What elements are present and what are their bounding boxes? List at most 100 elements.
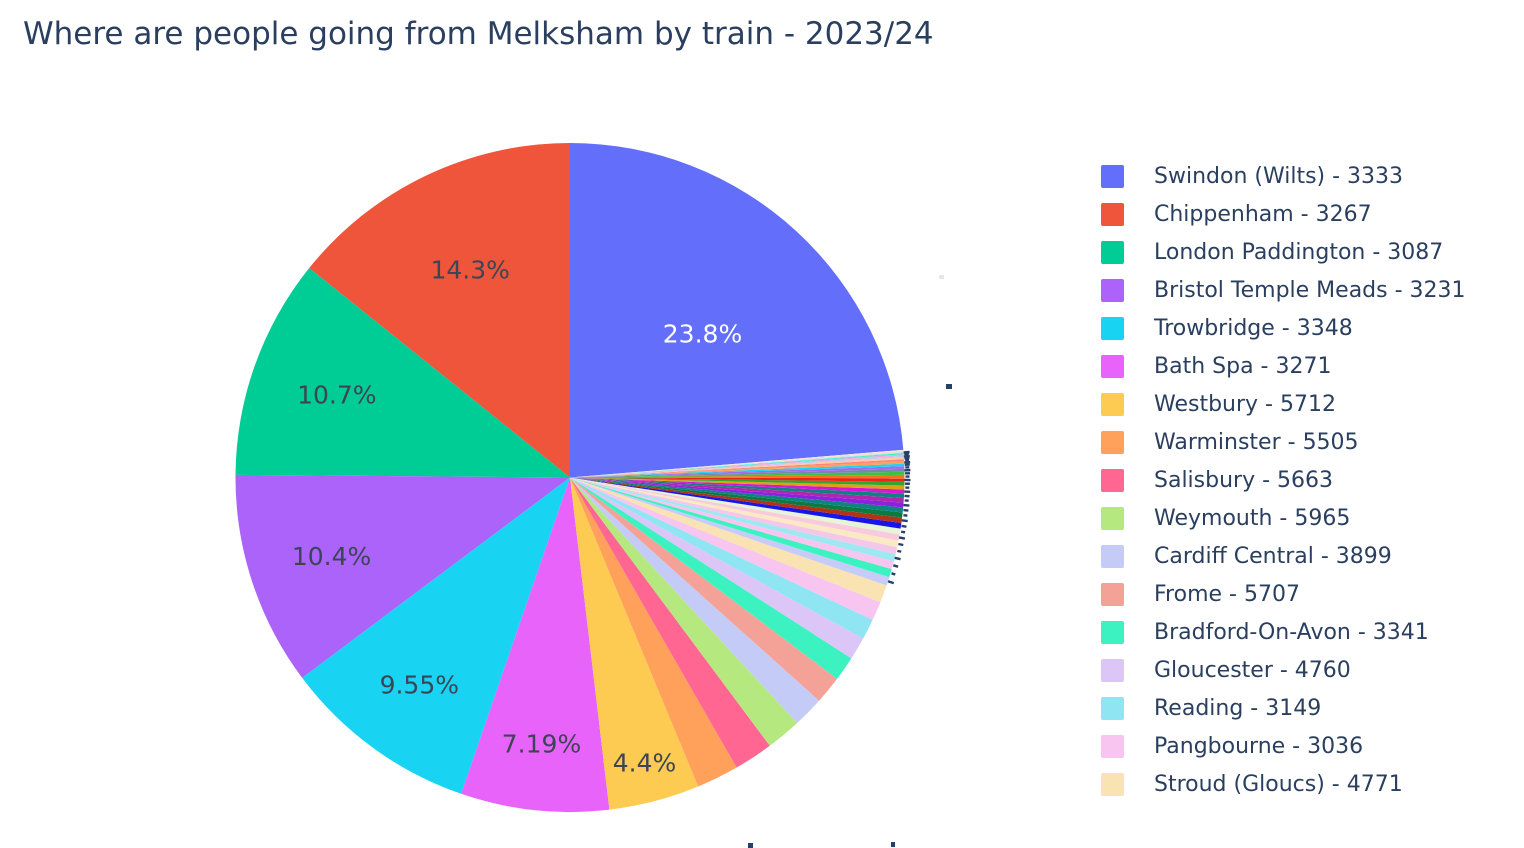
pie-slice[interactable]	[570, 477, 899, 548]
pie-slice-london-paddington[interactable]	[235, 268, 570, 478]
pie-slice[interactable]	[570, 466, 905, 478]
pie-slice[interactable]	[570, 477, 900, 541]
legend-item[interactable]: Cardiff Central - 3899	[1101, 545, 1466, 568]
pie-slice[interactable]	[570, 463, 905, 478]
legend-label: London Paddington - 3087	[1154, 240, 1444, 265]
legend-item[interactable]: Bradford-On-Avon - 3341	[1101, 621, 1466, 644]
chart-title: Where are people going from Melksham by …	[23, 16, 934, 52]
legend-swatch	[1101, 773, 1124, 796]
pie-slice[interactable]	[570, 477, 904, 508]
legend-item[interactable]: Chippenham - 3267	[1101, 203, 1466, 226]
clipped-tiny-label	[903, 508, 909, 512]
legend-item[interactable]: Pangbourne - 3036	[1101, 735, 1466, 758]
pie-slice[interactable]	[570, 454, 904, 478]
pie-slice[interactable]	[570, 477, 892, 578]
legend-item[interactable]: Stroud (Gloucs) - 4771	[1101, 773, 1466, 796]
clipped-tiny-label	[892, 564, 899, 568]
legend-item[interactable]: Bath Spa - 3271	[1101, 355, 1466, 378]
pie-slice[interactable]	[570, 477, 890, 586]
legend-item[interactable]: Swindon (Wilts) - 3333	[1101, 165, 1466, 188]
pie-slice-bradford-on-avon[interactable]	[570, 477, 852, 679]
pie-slice[interactable]	[570, 457, 904, 478]
pie-slice[interactable]	[570, 477, 905, 499]
clipped-tiny-label	[905, 486, 910, 489]
slice-percent-label: 14.3%	[430, 255, 509, 284]
pie-slice[interactable]	[570, 477, 904, 503]
pie-slice[interactable]	[570, 477, 905, 494]
pie-slice-reading[interactable]	[570, 477, 873, 639]
pie-slice-pangbourne[interactable]	[570, 477, 881, 620]
pie-slice[interactable]	[570, 451, 904, 478]
legend-item[interactable]: Warminster - 5505	[1101, 431, 1466, 454]
pie-slice-warminster[interactable]	[570, 477, 737, 787]
pie-slice[interactable]	[570, 471, 905, 478]
pie-slice-gloucester[interactable]	[570, 477, 864, 659]
legend-swatch	[1101, 621, 1124, 644]
pie-slice-stroud-gloucs-[interactable]	[570, 477, 887, 603]
pie-slice[interactable]	[570, 477, 905, 486]
pie-slice[interactable]	[570, 468, 905, 478]
clipped-tiny-label	[894, 556, 901, 561]
clipped-tiny-label	[904, 463, 910, 466]
pie-slice[interactable]	[570, 459, 905, 478]
legend-swatch	[1101, 583, 1124, 606]
clipped-tiny-label	[901, 519, 908, 523]
pie-slice-cardiff-central[interactable]	[570, 477, 820, 724]
pie-slice[interactable]	[570, 477, 905, 490]
legend-swatch	[1101, 165, 1124, 188]
legend-item[interactable]: Weymouth - 5965	[1101, 507, 1466, 530]
pie-slice-bath-spa[interactable]	[461, 477, 610, 813]
pie-slice[interactable]	[570, 461, 905, 478]
pie-slice-swindon-wilts-[interactable]	[570, 143, 904, 478]
pie-slice[interactable]	[570, 477, 903, 518]
legend-swatch	[1101, 431, 1124, 454]
pie-slice[interactable]	[570, 477, 904, 513]
pie-slice-trowbridge[interactable]	[302, 477, 570, 794]
pie-slice[interactable]	[570, 452, 904, 478]
pie-slice[interactable]	[570, 477, 903, 524]
legend-swatch	[1101, 735, 1124, 758]
legend-item[interactable]: London Paddington - 3087	[1101, 241, 1466, 264]
pie-slice[interactable]	[570, 477, 894, 570]
legend-label: Frome - 5707	[1154, 582, 1300, 607]
legend-item[interactable]: Reading - 3149	[1101, 697, 1466, 720]
slice-percent-label: 10.4%	[292, 542, 371, 571]
legend-item[interactable]: Trowbridge - 3348	[1101, 317, 1466, 340]
pie-slice[interactable]	[570, 477, 901, 535]
legend-item[interactable]: Gloucester - 4760	[1101, 659, 1466, 682]
slice-percent-label: 23.8%	[663, 320, 742, 349]
legend-swatch	[1101, 659, 1124, 682]
clipped-tiny-label	[898, 542, 904, 547]
clipped-label-fragment	[891, 842, 895, 847]
legend-swatch	[1101, 279, 1124, 302]
clipped-tiny-label	[887, 580, 895, 585]
clipped-tiny-label	[904, 499, 909, 502]
legend-label: Trowbridge - 3348	[1154, 316, 1353, 341]
pie-slice[interactable]	[570, 455, 904, 478]
pie-slice[interactable]	[570, 477, 898, 555]
clipped-tiny-label	[900, 530, 906, 534]
legend-item[interactable]: Frome - 5707	[1101, 583, 1466, 606]
pie-slice-frome[interactable]	[570, 477, 838, 701]
pie-slice-weymouth[interactable]	[570, 477, 798, 746]
legend-item[interactable]: Bristol Temple Meads - 3231	[1101, 279, 1466, 302]
clipped-tiny-label	[905, 475, 910, 478]
pie-slice-chippenham[interactable]	[309, 143, 570, 478]
legend-label: Stroud (Gloucs) - 4771	[1154, 772, 1403, 797]
legend-label: Cardiff Central - 3899	[1154, 544, 1392, 569]
clipped-tiny-label	[903, 513, 908, 517]
legend-item[interactable]: Westbury - 5712	[1101, 393, 1466, 416]
pie-slice[interactable]	[570, 477, 896, 562]
pie-slice[interactable]	[570, 477, 905, 482]
pie-slice[interactable]	[570, 449, 904, 478]
legend-label: Reading - 3149	[1154, 696, 1322, 721]
pie-slice[interactable]	[570, 451, 904, 478]
pie-slice-salisbury[interactable]	[570, 477, 770, 768]
pie-slice-bristol-temple-meads[interactable]	[235, 474, 570, 678]
pie-slice[interactable]	[570, 450, 904, 478]
pie-slice-westbury[interactable]	[570, 477, 699, 810]
legend-item[interactable]: Salisbury - 5663	[1101, 469, 1466, 492]
pie-slice[interactable]	[570, 477, 902, 529]
pie-slice[interactable]	[570, 474, 905, 479]
